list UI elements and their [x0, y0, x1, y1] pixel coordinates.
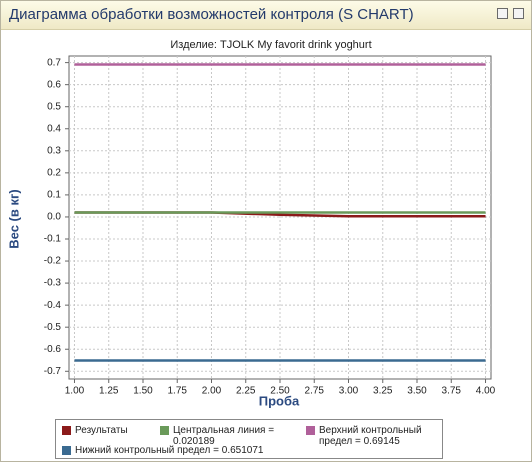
chart-title: Изделие: TJOLK My favorit drink yoghurt	[170, 39, 371, 51]
legend-item: Нижний контрольный предел = 0.651071	[62, 445, 362, 456]
x-tick-label: 2.75	[305, 386, 325, 397]
y-tick-label: 0.5	[47, 101, 61, 112]
y-tick-label: 0.7	[47, 57, 61, 68]
legend-label: Верхний контрольный предел = 0.69145	[319, 425, 422, 447]
x-tick-label: 3.50	[407, 386, 427, 397]
y-tick-label: 0.6	[47, 79, 61, 90]
x-tick-label: 1.50	[133, 386, 153, 397]
legend-label: Результаты	[75, 425, 128, 436]
y-tick-label: -0.2	[44, 256, 62, 267]
y-tick-label: 0.2	[47, 167, 61, 178]
y-tick-label: -0.4	[44, 300, 62, 311]
x-tick-label: 2.50	[270, 386, 290, 397]
legend-item: Центральная линия = 0.020189	[160, 425, 290, 447]
legend-item: Верхний контрольный предел = 0.69145	[306, 425, 436, 447]
y-tick-label: -0.7	[44, 366, 62, 377]
title-bar: Диаграмма обработки возможностей контрол…	[1, 1, 531, 30]
window-title: Диаграмма обработки возможностей контрол…	[9, 6, 414, 23]
x-tick-label: 1.25	[99, 386, 119, 397]
close-button[interactable]	[513, 8, 524, 19]
y-tick-label: 0.1	[47, 190, 61, 201]
y-tick-label: -0.5	[44, 322, 62, 333]
x-tick-label: 4.00	[476, 386, 496, 397]
y-tick-label: 0.4	[47, 123, 61, 134]
y-tick-label: 0.0	[47, 212, 61, 223]
legend-swatch	[306, 426, 315, 435]
x-tick-label: 3.75	[442, 386, 462, 397]
legend-swatch	[62, 426, 71, 435]
x-tick-label: 1.75	[168, 386, 188, 397]
legend-swatch	[62, 446, 71, 455]
y-tick-label: -0.1	[44, 234, 62, 245]
y-axis-title: Вес (в кг)	[6, 189, 21, 248]
legend-label: Нижний контрольный предел = 0.651071	[75, 445, 264, 456]
legend-swatch	[160, 426, 169, 435]
x-tick-label: 2.25	[236, 386, 256, 397]
y-tick-label: -0.6	[44, 344, 62, 355]
restore-button[interactable]	[497, 8, 508, 19]
x-tick-label: 2.00	[202, 386, 222, 397]
x-axis-title: Проба	[259, 393, 300, 408]
chart: Изделие: TJOLK My favorit drink yoghurt …	[6, 39, 496, 409]
x-tick-label: 3.00	[339, 386, 359, 397]
legend-item: Результаты	[62, 425, 152, 436]
x-tick-label: 1.00	[65, 386, 85, 397]
y-tick-label: 0.3	[47, 145, 61, 156]
legend-label: Центральная линия = 0.020189	[173, 425, 275, 447]
legend: Результаты Центральная линия = 0.020189 Ве…	[55, 419, 443, 459]
y-tick-label: -0.3	[44, 278, 62, 289]
x-tick-label: 3.25	[373, 386, 393, 397]
